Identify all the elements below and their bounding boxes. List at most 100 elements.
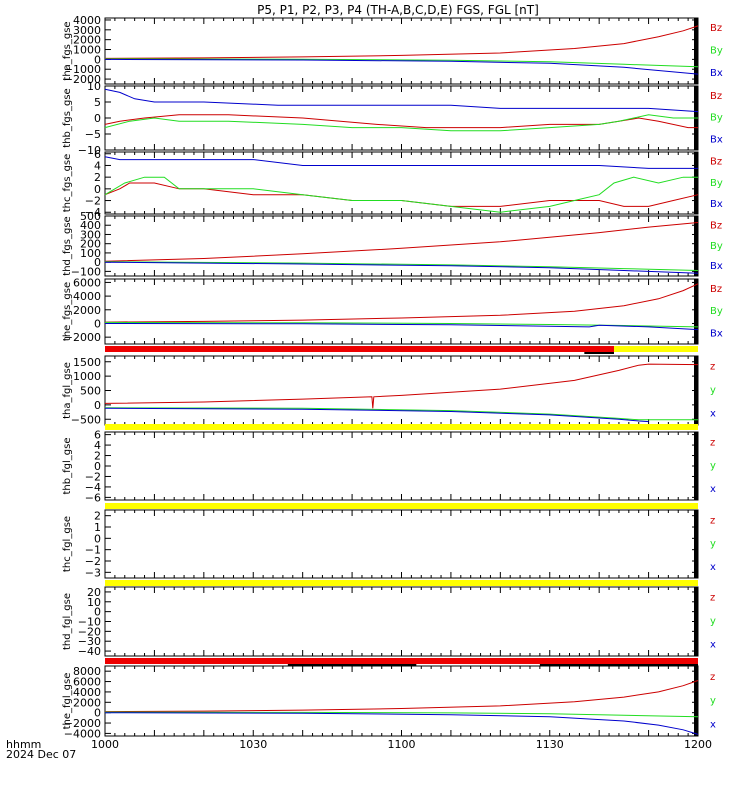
panel-edge-fill bbox=[694, 666, 698, 736]
y-tick-label: −500 bbox=[71, 413, 101, 426]
y-tick-label: 2 bbox=[94, 510, 101, 523]
y-tick-label: 4 bbox=[94, 439, 101, 452]
panel-edge-fill bbox=[694, 587, 698, 656]
mode-bar-segment bbox=[105, 580, 698, 586]
panel-frame bbox=[104, 355, 699, 426]
panel-thb_fgs_gse: 10 5 0 −5 −10 thb_fgs_gse Bz By Bx bbox=[62, 80, 723, 157]
legend-By: By bbox=[710, 241, 723, 252]
y-tick-label: −2 bbox=[85, 195, 101, 208]
y-tick-label: 20 bbox=[87, 586, 101, 599]
legend-y: y bbox=[710, 539, 716, 550]
panel-ylabel: thc_fgs_gse bbox=[62, 154, 73, 213]
panel-edge-fill bbox=[694, 216, 698, 276]
y-tick-label: 4000 bbox=[73, 14, 101, 27]
y-tick-label: 2000 bbox=[73, 304, 101, 317]
y-tick-label: −6 bbox=[85, 491, 101, 504]
y-tick-label: 500 bbox=[80, 385, 101, 398]
legend-y: y bbox=[710, 696, 716, 707]
legend-Bx: Bx bbox=[710, 68, 723, 79]
y-tick-label: 8000 bbox=[73, 665, 101, 678]
plot-title: P5, P1, P2, P3, P4 (TH-A,B,C,D,E) FGS, F… bbox=[257, 3, 539, 17]
series-By bbox=[104, 321, 699, 328]
legend-y: y bbox=[710, 616, 716, 627]
panel-frame bbox=[104, 85, 699, 151]
panel-frame bbox=[104, 215, 699, 277]
y-tick-label: 500 bbox=[80, 210, 101, 223]
y-tick-label: −1 bbox=[85, 544, 101, 557]
legend-z: z bbox=[710, 362, 715, 373]
y-tick-label: −10 bbox=[78, 144, 101, 157]
series-By bbox=[104, 176, 698, 213]
y-tick-label: −2000 bbox=[64, 717, 101, 730]
panel-edge-fill bbox=[694, 356, 698, 425]
panel-ylabel: thb_fgl_gse bbox=[62, 438, 73, 495]
panel-frame bbox=[104, 665, 699, 737]
y-tick-label: 1000 bbox=[73, 370, 101, 383]
y-tick-label: 0 bbox=[94, 707, 101, 720]
series-Bz bbox=[104, 25, 699, 59]
series-Bz bbox=[104, 114, 698, 129]
series-Bx bbox=[104, 323, 699, 331]
panel-edge-fill bbox=[694, 18, 698, 84]
panel-thc_fgl_gse: 210−1−2−3 thc_fgl_gse z y x bbox=[62, 509, 716, 579]
y-tick-label: 2 bbox=[94, 450, 101, 463]
panel-ylabel: thd_fgs_gse bbox=[62, 216, 73, 275]
panel-ylabel: thc_fgl_gse bbox=[62, 516, 73, 572]
panel-frame bbox=[104, 17, 699, 85]
legend-Bz: Bz bbox=[710, 284, 722, 295]
panel-edge-fill bbox=[694, 279, 698, 344]
legend-y: y bbox=[710, 461, 716, 472]
y-tick-label: 2000 bbox=[73, 34, 101, 47]
mode-bar-segment bbox=[105, 658, 698, 664]
y-tick-label: 4000 bbox=[73, 686, 101, 699]
mode-bar-segment bbox=[105, 503, 698, 509]
y-tick-label: −40 bbox=[78, 645, 101, 658]
series-y bbox=[104, 407, 698, 421]
legend-z: z bbox=[710, 593, 715, 604]
legend-x: x bbox=[710, 562, 716, 573]
legend-By: By bbox=[710, 306, 723, 317]
mode-bar-mark bbox=[539, 664, 698, 666]
y-tick-label: 0 bbox=[94, 317, 101, 330]
panel-frame bbox=[104, 586, 699, 657]
legend-x: x bbox=[710, 640, 716, 651]
panel-frame bbox=[104, 151, 699, 215]
x-tick-label: 1200 bbox=[684, 738, 712, 751]
y-tick-label: 6000 bbox=[73, 676, 101, 689]
panel-frame bbox=[104, 278, 699, 345]
panel-edge-fill bbox=[694, 432, 698, 500]
y-tick-label: −100 bbox=[71, 265, 101, 278]
panel-frame bbox=[104, 509, 699, 579]
y-tick-label: 0 bbox=[94, 532, 101, 545]
y-tick-label: −30 bbox=[78, 635, 101, 648]
y-tick-label: 0 bbox=[94, 399, 101, 412]
y-tick-label: 0 bbox=[94, 606, 101, 619]
y-tick-label: 1000 bbox=[73, 44, 101, 57]
y-tick-label: 2 bbox=[94, 171, 101, 184]
legend-Bz: Bz bbox=[710, 23, 722, 34]
series-Bx bbox=[104, 58, 699, 75]
y-tick-label: 100 bbox=[80, 247, 101, 260]
y-tick-label: 200 bbox=[80, 238, 101, 251]
y-tick-label: 4000 bbox=[73, 290, 101, 303]
time-format-label: hhmm bbox=[6, 738, 41, 751]
series-y bbox=[104, 711, 699, 718]
y-tick-label: 400 bbox=[80, 219, 101, 232]
series-z bbox=[104, 680, 699, 713]
y-tick-label: 0 bbox=[94, 256, 101, 269]
panel-edge-fill bbox=[694, 510, 698, 578]
y-tick-label: 2000 bbox=[73, 696, 101, 709]
legend-y: y bbox=[710, 385, 716, 396]
series-z bbox=[104, 363, 699, 409]
panel-ylabel: thd_fgl_gse bbox=[62, 593, 73, 650]
y-tick-label: 0 bbox=[94, 183, 101, 196]
y-tick-label: 0 bbox=[94, 460, 101, 473]
series-Bz bbox=[104, 283, 699, 323]
series-Bx bbox=[104, 156, 698, 169]
y-tick-label: −2000 bbox=[64, 73, 101, 86]
legend-Bx: Bx bbox=[710, 199, 723, 210]
